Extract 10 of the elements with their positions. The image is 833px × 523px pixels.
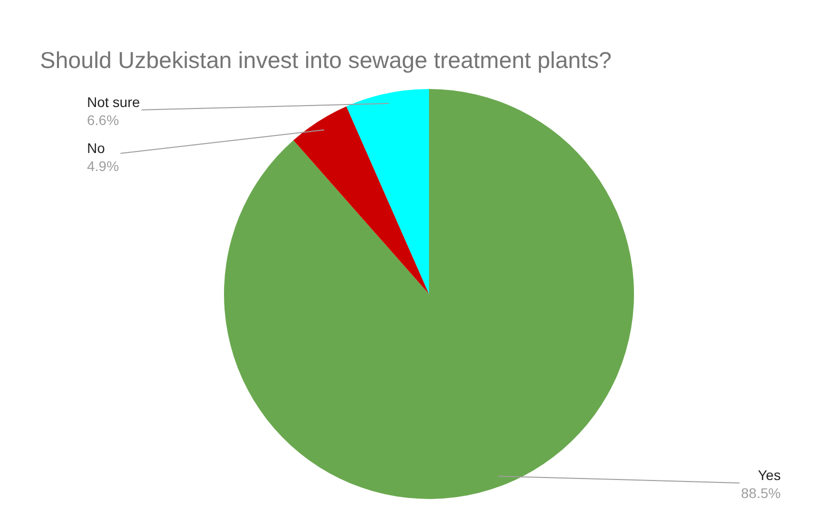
pie-slice: [224, 89, 634, 499]
slice-label: No: [87, 140, 106, 156]
data-label: 6.6%: [87, 112, 119, 128]
data-label: 4.9%: [87, 158, 119, 174]
pie-slice: [293, 106, 429, 294]
pie-slice: [346, 89, 429, 294]
chart-title: Should Uzbekistan invest into sewage treatment plants?: [40, 47, 612, 74]
slice-label: Yes: [758, 467, 781, 483]
slice-label: Not sure: [87, 94, 140, 110]
data-label: 88.5%: [741, 485, 781, 502]
